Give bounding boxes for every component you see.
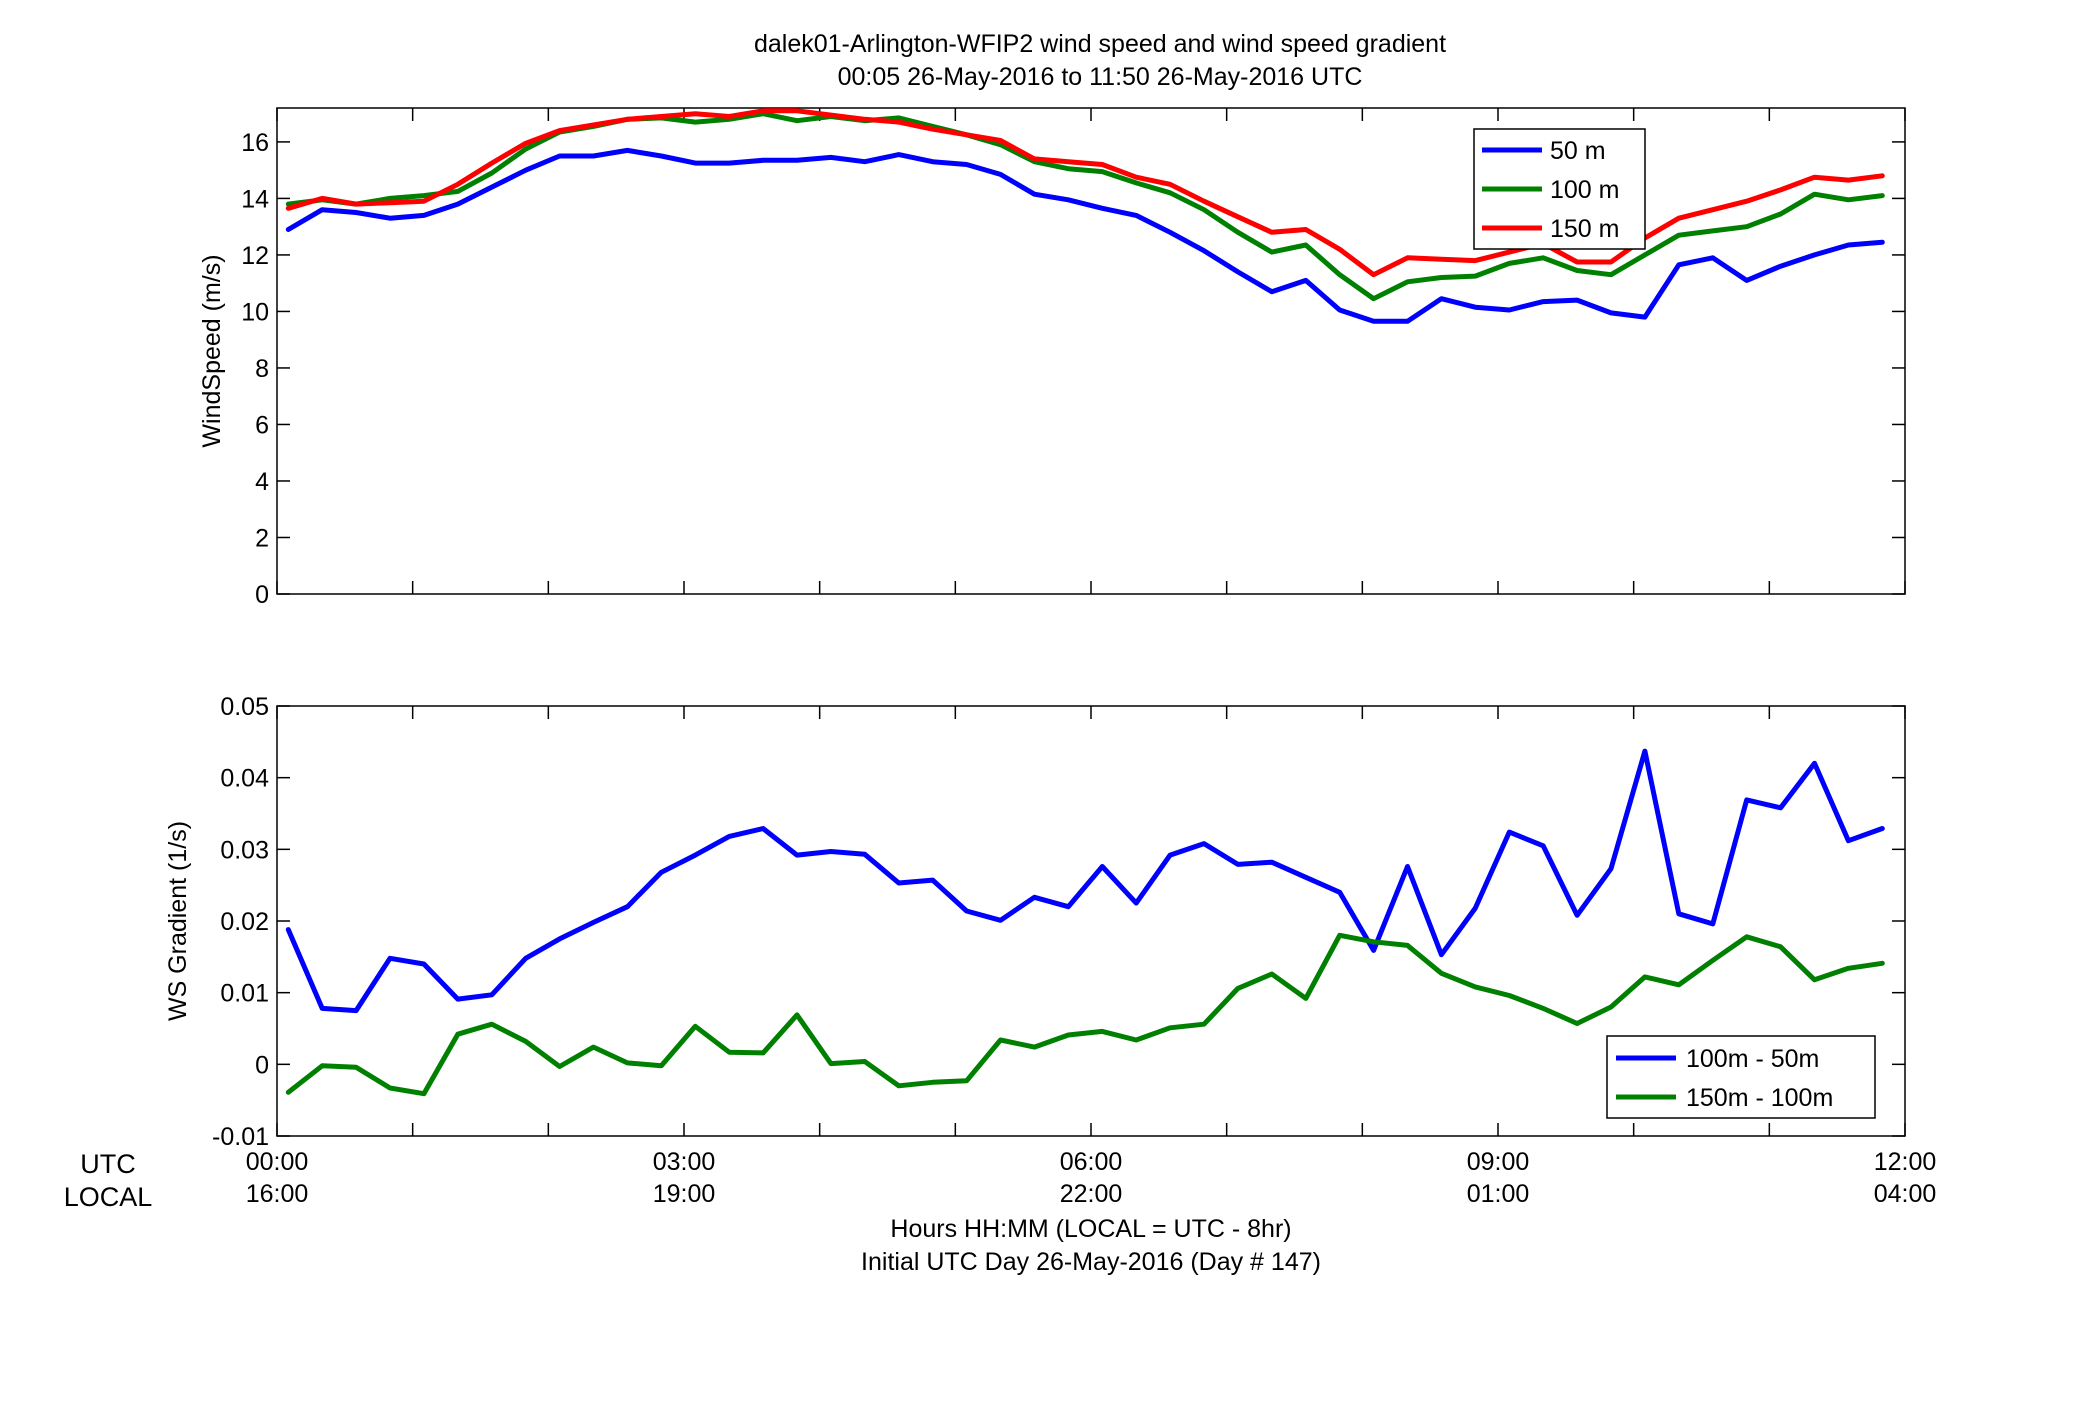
windspeed-legend: 50 m 100 m 150 m bbox=[1473, 128, 1646, 250]
x-axis-label-line1: Hours HH:MM (LOCAL = UTC - 8hr) bbox=[890, 1215, 1291, 1243]
windspeed-axes: 0 2 4 6 8 10 12 14 16 bbox=[241, 108, 1906, 609]
windspeed-y-tick-label: 16 bbox=[241, 129, 269, 157]
utc-tick-label: 03:00 bbox=[653, 1148, 716, 1176]
legend-label-100m: 100 m bbox=[1550, 176, 1619, 204]
row-label-local: LOCAL bbox=[64, 1182, 153, 1212]
legend-label-150m: 150 m bbox=[1550, 215, 1619, 243]
gradient-series-lines bbox=[285, 748, 1885, 1097]
windspeed-ylabel: WindSpeed (m/s) bbox=[198, 254, 226, 447]
windspeed-y-tick-label: 0 bbox=[255, 581, 269, 609]
utc-tick-label: 12:00 bbox=[1874, 1148, 1937, 1176]
gradient-y-tick-label: 0.03 bbox=[220, 836, 269, 864]
gradient-plot: -0.01 0 0.01 0.02 0.03 0.04 0.05 WS Gradient (… bbox=[164, 693, 1906, 1151]
windspeed-y-tick-label: 6 bbox=[255, 411, 269, 439]
gradient-y-tick-label: 0.02 bbox=[220, 908, 269, 936]
local-tick-label: 01:00 bbox=[1467, 1180, 1530, 1208]
gradient-y-tick-label: -0.01 bbox=[212, 1123, 269, 1151]
local-tick-label: 16:00 bbox=[246, 1180, 309, 1208]
local-tick-label: 04:00 bbox=[1874, 1180, 1937, 1208]
windspeed-y-tick-label: 14 bbox=[241, 185, 269, 213]
utc-tick-label: 06:00 bbox=[1060, 1148, 1123, 1176]
windspeed-y-tick-label: 12 bbox=[241, 242, 269, 270]
windspeed-y-tick-label: 4 bbox=[255, 468, 269, 496]
gradient-series-line-100m-50m bbox=[285, 748, 1885, 1014]
gradient-legend-box bbox=[1606, 1035, 1876, 1119]
windspeed-series-line-150-m bbox=[285, 108, 1885, 278]
utc-tick-label: 00:00 bbox=[246, 1148, 309, 1176]
gradient-y-tick-label: 0.04 bbox=[220, 765, 269, 793]
windspeed-y-tick-label: 10 bbox=[241, 298, 269, 326]
gradient-y-tick-label: 0 bbox=[255, 1051, 269, 1079]
gradient-series-line-150m-100m bbox=[285, 932, 1885, 1097]
gradient-axes: -0.01 0 0.01 0.02 0.03 0.04 0.05 bbox=[212, 693, 1906, 1151]
windspeed-y-tick-label: 8 bbox=[255, 355, 269, 383]
gradient-ylabel: WS Gradient (1/s) bbox=[164, 821, 192, 1021]
x-axis-label-line2: Initial UTC Day 26-May-2016 (Day # 147) bbox=[861, 1248, 1321, 1276]
windspeed-series-line-50-m bbox=[285, 147, 1885, 324]
windspeed-y-tick-label: 2 bbox=[255, 524, 269, 552]
local-tick-label: 22:00 bbox=[1060, 1180, 1123, 1208]
utc-tick-label: 09:00 bbox=[1467, 1148, 1530, 1176]
chart-title-line1: dalek01-Arlington-WFIP2 wind speed and w… bbox=[754, 30, 1446, 58]
local-tick-label: 19:00 bbox=[653, 1180, 716, 1208]
windspeed-plot: 0 2 4 6 8 10 12 14 16 WindSpeed (m/s) 50 m 100 m… bbox=[198, 107, 1906, 609]
windspeed-series-lines bbox=[285, 108, 1885, 324]
legend-label-100m-50m: 100m - 50m bbox=[1686, 1045, 1819, 1073]
row-label-utc: UTC bbox=[80, 1149, 136, 1179]
legend-label-150m-100m: 150m - 100m bbox=[1686, 1084, 1833, 1112]
legend-label-50m: 50 m bbox=[1550, 137, 1606, 165]
gradient-y-tick-label: 0.01 bbox=[220, 980, 269, 1008]
chart-title-line2: 00:05 26-May-2016 to 11:50 26-May-2016 U… bbox=[838, 63, 1363, 91]
gradient-y-tick-label: 0.05 bbox=[220, 693, 269, 721]
gradient-legend: 100m - 50m 150m - 100m bbox=[1606, 1035, 1876, 1119]
